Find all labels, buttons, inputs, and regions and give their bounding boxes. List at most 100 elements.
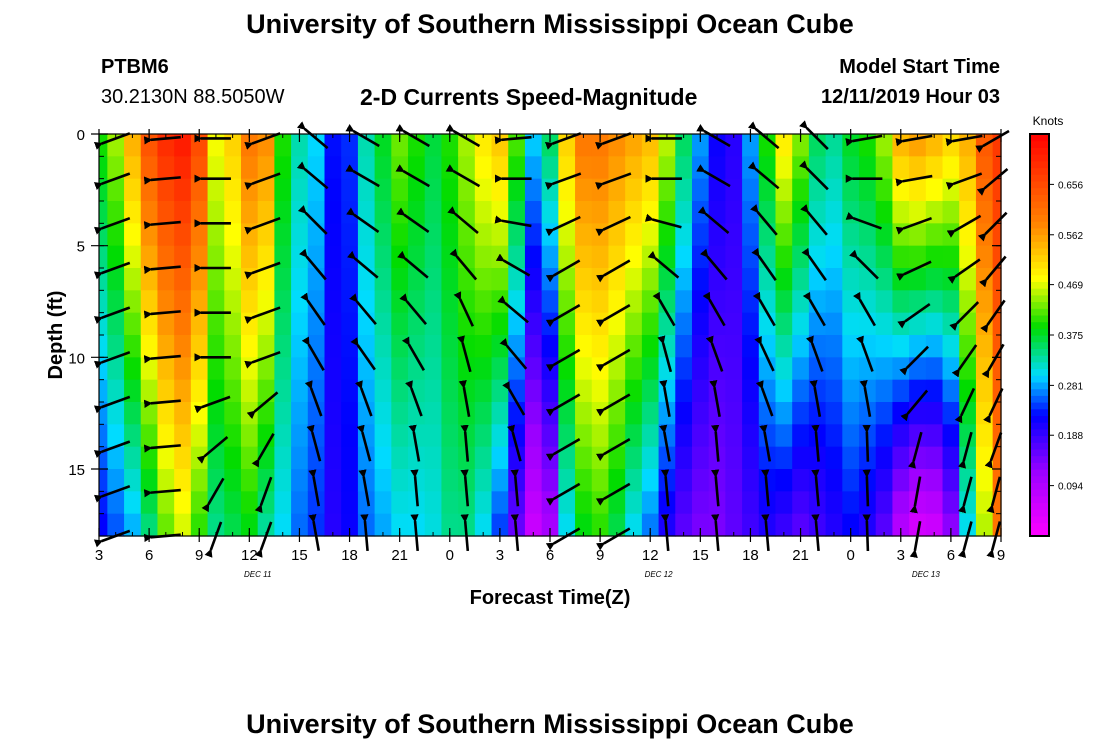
heatmap-cell [575, 201, 593, 224]
heatmap-cell [424, 134, 443, 157]
heatmap-cell [875, 178, 894, 202]
colorbar-band [1030, 301, 1049, 309]
heatmap-cell [942, 245, 960, 269]
heatmap-cell [341, 469, 359, 492]
current-arrow [845, 212, 882, 230]
current-arrow [946, 214, 982, 238]
current-arrow [595, 482, 631, 506]
heatmap-cell [291, 446, 309, 470]
heatmap-cell [99, 379, 108, 403]
heatmap-cell [341, 491, 359, 515]
heatmap-cell [257, 245, 275, 269]
x-tick-label: 21 [792, 547, 809, 564]
colorbar-band [1030, 201, 1049, 209]
colorbar-band [1030, 489, 1049, 497]
heatmap-cell [758, 446, 777, 470]
heatmap-cell [408, 178, 426, 202]
current-arrow [711, 469, 720, 507]
heatmap-cell [992, 178, 1002, 202]
heatmap-cell [909, 335, 927, 358]
heatmap-cell [591, 201, 610, 224]
current-arrow [397, 250, 429, 279]
heatmap-cell [892, 335, 910, 358]
heatmap-cell [140, 290, 159, 314]
heatmap-cell [825, 312, 843, 336]
heatmap-cell [291, 379, 309, 403]
heatmap-cell [357, 245, 376, 269]
heatmap-cell [207, 446, 225, 470]
x-tick-label: 15 [291, 547, 308, 564]
current-arrow [595, 172, 632, 190]
heatmap-cell [491, 513, 509, 537]
heatmap-cell [374, 268, 392, 291]
heatmap-cell [274, 469, 292, 492]
heatmap-cell [374, 156, 392, 180]
heatmap-cell [625, 335, 643, 358]
heatmap-cell [99, 156, 108, 180]
heatmap-cell [408, 312, 426, 336]
heatmap-cell [875, 513, 894, 537]
current-arrow [595, 132, 632, 150]
heatmap-cell [324, 424, 342, 448]
heatmap-cell [842, 312, 860, 336]
current-arrow [895, 216, 933, 235]
heatmap-cell [307, 268, 326, 291]
heatmap-cell [307, 201, 326, 224]
heatmap-cell [792, 491, 810, 515]
heatmap-cell [107, 290, 125, 314]
colorbar-band [1030, 174, 1049, 182]
heatmap-cell [424, 312, 443, 336]
heatmap-cell [691, 379, 710, 403]
heatmap-cell [608, 402, 626, 425]
heatmap-cell [892, 178, 910, 202]
heatmap-cell [307, 290, 326, 314]
heatmap-cell [691, 156, 710, 180]
heatmap-cell [975, 513, 994, 537]
heatmap-cell [99, 134, 108, 157]
heatmap-cell [240, 491, 259, 515]
heatmap-cell [140, 491, 159, 515]
heatmap-cell [641, 290, 660, 314]
station-id: PTBM6 [101, 56, 169, 78]
heatmap-cell [441, 178, 459, 202]
heatmap-cell [608, 268, 626, 291]
heatmap-cell [324, 469, 342, 492]
heatmap-cell [140, 424, 159, 448]
heatmap-cell [675, 268, 693, 291]
colorbar-band [1030, 294, 1049, 303]
heatmap-cell [992, 312, 1002, 336]
heatmap-cell [892, 290, 910, 314]
heatmap-cell [725, 245, 743, 269]
heatmap-cell [174, 469, 192, 492]
heatmap-cell [691, 402, 710, 425]
heatmap-cell [591, 402, 610, 425]
heatmap-cell [859, 268, 877, 291]
heatmap-cell [224, 245, 242, 269]
heatmap-cell [157, 379, 175, 403]
heatmap-cell [391, 446, 409, 470]
heatmap-cell [207, 402, 225, 425]
current-arrow [799, 160, 829, 191]
current-arrow [759, 424, 772, 462]
heatmap-cell [140, 446, 159, 470]
heatmap-cell [641, 424, 660, 448]
current-arrow [251, 433, 275, 468]
heatmap-cell [190, 379, 209, 403]
current-arrow [660, 469, 670, 507]
heatmap-cell [608, 245, 626, 269]
heatmap-cell [792, 290, 810, 314]
heatmap-cell [892, 379, 910, 403]
heatmap-cell [190, 469, 209, 492]
heatmap-cell [307, 178, 326, 202]
colorbar-band [1030, 462, 1049, 470]
heatmap-cell [959, 312, 977, 336]
heatmap-cell [775, 178, 793, 202]
heatmap-cell [792, 178, 810, 202]
heatmap-cell [491, 446, 509, 470]
heatmap-cell [541, 245, 559, 269]
heatmap-cell [491, 223, 509, 247]
heatmap-cell [524, 357, 543, 381]
heatmap-cell [374, 134, 392, 157]
heatmap-cell [842, 178, 860, 202]
heatmap-cell [859, 402, 877, 425]
